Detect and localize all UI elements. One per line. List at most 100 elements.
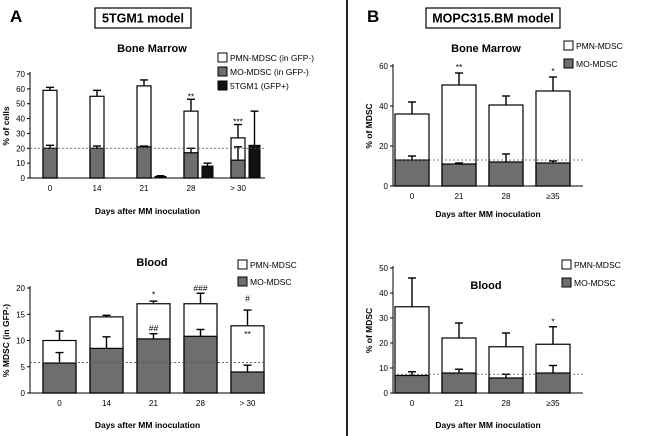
- legend-label: PMN-MDSC: [250, 260, 297, 270]
- x-tick-label: 0: [410, 399, 415, 408]
- y-tick-label: 20: [379, 339, 388, 348]
- bar-mo-mdsc: [136, 338, 171, 394]
- x-tick-label: 28: [502, 192, 511, 201]
- x-tick-label: 14: [93, 184, 102, 193]
- chart-a-bone-marrow: Bone Marrow 0 10 20 30 40 50 60 70 % of cells Days…: [1, 43, 314, 216]
- legend-swatch: [561, 277, 572, 288]
- bar-mo-mdsc: [394, 159, 430, 187]
- x-tick-label: 0: [57, 399, 62, 408]
- legend-label: 5TGM1 (GFP+): [230, 81, 289, 91]
- y-axis-label: % of MDSC: [364, 103, 374, 148]
- significance-marker: **: [188, 91, 195, 101]
- y-tick-label: 50: [379, 264, 388, 273]
- chart-title: Blood: [470, 280, 501, 292]
- legend-label: PMN-MDSC: [574, 260, 621, 270]
- y-axis-label: % MDSC (in GFP-): [1, 304, 11, 377]
- bar-mo-mdsc: [230, 371, 265, 394]
- bar-mo-mdsc: [441, 163, 477, 187]
- legend-swatch: [563, 40, 574, 51]
- x-tick-label: 14: [102, 399, 111, 408]
- y-tick-label: 5: [21, 363, 26, 372]
- x-axis-label: Days after MM inoculation: [95, 420, 200, 430]
- legend-swatch: [563, 58, 574, 69]
- x-tick-label: 28: [187, 184, 196, 193]
- bar-5tgm1: [248, 144, 261, 179]
- legend-label: MO-MDSC (in GFP-): [230, 67, 309, 77]
- legend-swatch: [561, 259, 572, 270]
- x-tick-label: 21: [455, 399, 464, 408]
- x-axis-label: Days after MM inoculation: [435, 209, 540, 219]
- y-tick-label: 10: [379, 364, 388, 373]
- y-tick-label: 70: [16, 70, 25, 79]
- bar-mo-mdsc: [488, 161, 524, 187]
- bar-mo-mdsc: [42, 147, 58, 179]
- y-tick-label: 60: [379, 62, 388, 71]
- legend-label: MO-MDSC: [576, 59, 618, 69]
- x-tick-label: 28: [502, 399, 511, 408]
- bar-mo-mdsc: [136, 146, 152, 179]
- y-axis-label: % of MDSC: [364, 308, 374, 353]
- panel-b-letter: B: [367, 7, 379, 26]
- panel-a-letter: A: [10, 7, 22, 26]
- panel-a-model-box: [94, 7, 192, 29]
- y-tick-label: 40: [379, 289, 388, 298]
- x-axis-label: Days after MM inoculation: [95, 206, 200, 216]
- bar-mo-mdsc: [535, 162, 571, 187]
- y-tick-label: 0: [21, 174, 26, 183]
- chart-b-bone-marrow: Bone Marrow 0 20 40 60 % of MDSC Days after MM…: [364, 40, 623, 219]
- legend-label: PMN-MDSC: [576, 41, 623, 51]
- y-tick-label: 40: [16, 115, 25, 124]
- significance-marker: **: [456, 62, 463, 72]
- y-tick-label: 0: [384, 389, 389, 398]
- y-tick-label: 40: [379, 102, 388, 111]
- significance-marker: *: [152, 289, 156, 299]
- y-tick-label: 20: [16, 284, 25, 293]
- legend-swatch: [237, 259, 248, 270]
- panel-a-model-label: 5TGM1 model: [102, 12, 184, 26]
- panel-b-model-box: [425, 7, 561, 29]
- bar-mo-mdsc: [183, 335, 218, 394]
- significance-marker: ##: [149, 323, 159, 333]
- bar-mo-mdsc: [183, 152, 199, 179]
- y-tick-label: 30: [379, 314, 388, 323]
- y-tick-label: 20: [16, 144, 25, 153]
- x-axis-label: Days after MM inoculation: [435, 420, 540, 430]
- y-tick-label: 0: [384, 182, 389, 191]
- y-tick-label: 15: [16, 310, 25, 319]
- legend-label: MO-MDSC: [250, 277, 292, 287]
- significance-marker: *: [551, 316, 555, 326]
- x-tick-label: ≥35: [546, 399, 560, 408]
- significance-marker: ###: [193, 283, 207, 293]
- legend-label: PMN-MDSC (in GFP-): [230, 53, 314, 63]
- chart-title: Blood: [136, 257, 167, 269]
- significance-marker: #: [245, 294, 250, 304]
- legend-swatch: [217, 80, 228, 91]
- chart-a-blood: Blood 0 5 10 15 20 % MDSC (in GFP-) Days after …: [1, 257, 297, 430]
- legend-swatch: [217, 66, 228, 77]
- y-tick-label: 60: [16, 85, 25, 94]
- chart-title: Bone Marrow: [117, 43, 187, 55]
- legend-swatch: [237, 276, 248, 287]
- legend-label: MO-MDSC: [574, 278, 616, 288]
- y-tick-label: 50: [16, 100, 25, 109]
- bar-mo-mdsc: [42, 362, 77, 394]
- x-tick-label: 0: [410, 192, 415, 201]
- y-axis-label: % of cells: [1, 106, 11, 145]
- bar-mo-mdsc: [89, 147, 105, 179]
- y-tick-label: 0: [21, 389, 26, 398]
- x-tick-label: ≥35: [546, 192, 560, 201]
- x-tick-label: 21: [455, 192, 464, 201]
- chart-title: Bone Marrow: [451, 43, 521, 55]
- y-tick-label: 20: [379, 142, 388, 151]
- bar-mo-mdsc: [230, 159, 246, 179]
- bar-mo-mdsc: [488, 377, 524, 394]
- bar-mo-mdsc: [535, 372, 571, 394]
- bar-5tgm1: [154, 176, 167, 179]
- x-tick-label: 21: [140, 184, 149, 193]
- x-tick-label: 28: [196, 399, 205, 408]
- y-tick-label: 10: [16, 159, 25, 168]
- bar-5tgm1: [201, 165, 214, 179]
- panel-b-model-label: MOPC315.BM model: [432, 12, 554, 26]
- x-tick-label: > 30: [240, 399, 256, 408]
